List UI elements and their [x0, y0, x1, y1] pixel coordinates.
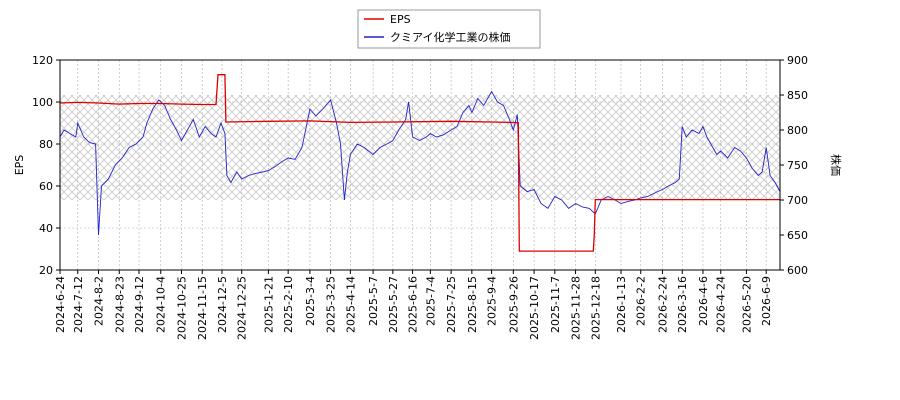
x-tick-label: 2025-4-14: [344, 276, 357, 333]
series-line-price: [60, 90, 780, 236]
x-tick-label: 2025-1-21: [262, 276, 275, 333]
right-tick-label: 750: [787, 159, 808, 172]
right-tick-label: 700: [787, 194, 808, 207]
x-tick-label: 2026-4-6: [697, 276, 710, 326]
x-tick-label: 2025-7-25: [445, 276, 458, 333]
left-axis-label: EPS: [13, 155, 26, 176]
right-tick-label: 850: [787, 89, 808, 102]
x-tick-label: 2024-12-25: [236, 276, 249, 340]
x-tick-label: 2026-6-9: [760, 276, 773, 326]
right-tick-label: 600: [787, 264, 808, 277]
x-tick-label: 2026-4-24: [715, 276, 728, 333]
x-tick-label: 2025-6-16: [407, 276, 420, 333]
x-tick-label: 2025-5-27: [387, 276, 400, 333]
x-tick-label: 2025-3-4: [304, 276, 317, 326]
left-tick-label: 20: [39, 264, 53, 277]
x-tick-label: 2025-10-17: [528, 276, 541, 340]
x-tick-label: 2024-10-4: [155, 276, 168, 333]
plot-frame: [59, 59, 781, 271]
series-line-eps: [60, 74, 780, 252]
x-tick-label: 2025-3-25: [325, 276, 338, 333]
x-tick-label: 2026-5-20: [740, 276, 753, 333]
left-tick-label: 60: [39, 180, 53, 193]
x-tick-label: 2024-8-23: [113, 276, 126, 333]
left-tick-label: 40: [39, 222, 53, 235]
x-tick-label: 2026-2-24: [656, 276, 669, 333]
x-tick-label: 2024-11-15: [196, 276, 209, 340]
x-tick-label: 2024-6-24: [54, 276, 67, 333]
left-tick-label: 80: [39, 138, 53, 151]
left-axis-ticks: 20 40 60 80 100 120: [32, 54, 60, 277]
left-tick-label: 100: [32, 96, 53, 109]
x-tick-label: 2024-12-5: [216, 276, 229, 333]
right-axis-label: 株価: [829, 154, 843, 176]
legend-label-eps: EPS: [390, 13, 411, 26]
x-tick-label: 2025-9-26: [507, 276, 520, 333]
right-tick-label: 900: [787, 54, 808, 67]
legend: EPS クミアイ化学工業の株価: [357, 9, 541, 49]
x-tick-label: 2026-1-13: [615, 276, 628, 333]
right-axis-ticks: 600 650 700 750 800 850 900: [780, 54, 808, 277]
legend-label-price: クミアイ化学工業の株価: [390, 30, 510, 44]
right-tick-label: 650: [787, 229, 808, 242]
x-tick-label: 2024-8-2: [93, 276, 106, 326]
x-tick-label: 2025-11-7: [549, 276, 562, 333]
x-tick-label: 2024-7-12: [72, 276, 85, 333]
shaded-range-band: [60, 95, 780, 200]
x-tick-label: 2026-2-2: [635, 276, 648, 326]
left-tick-label: 120: [32, 54, 53, 67]
legend-frame: [357, 9, 541, 49]
x-tick-label: 2025-2-10: [282, 276, 295, 333]
x-axis-ticks: 2024-6-24 2024-7-12 2024-8-2 2024-8-23 2024-…: [54, 270, 773, 340]
x-tick-label: 2025-9-4: [486, 276, 499, 326]
x-tick-label: 2025-7-4: [424, 276, 437, 326]
x-tick-label: 2024-10-25: [175, 276, 188, 340]
right-tick-label: 800: [787, 124, 808, 137]
x-tick-label: 2026-3-16: [676, 276, 689, 333]
x-tick-label: 2025-8-15: [466, 276, 479, 333]
x-tick-label: 2025-11-28: [570, 276, 583, 340]
x-tick-label: 2025-5-7: [367, 276, 380, 326]
x-tick-label: 2025-12-18: [589, 276, 602, 340]
x-tick-label: 2024-9-12: [133, 276, 146, 333]
